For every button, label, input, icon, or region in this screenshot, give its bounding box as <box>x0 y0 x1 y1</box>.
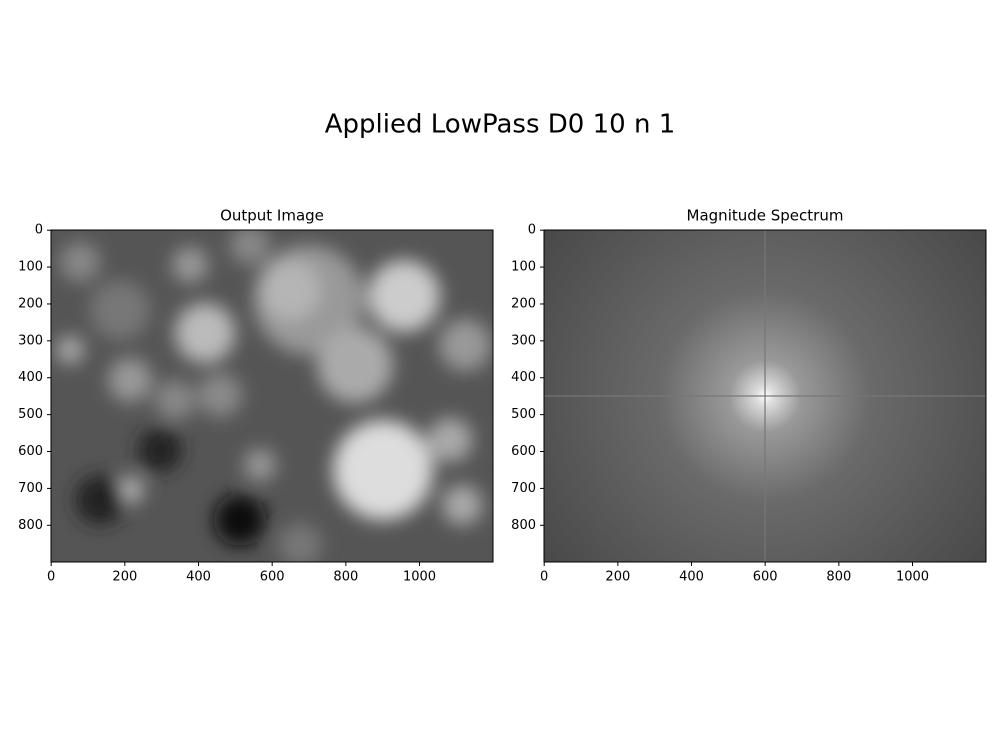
x-tick-label: 1000 <box>403 570 436 585</box>
y-tick-label: 700 <box>18 481 43 496</box>
y-tick-label: 700 <box>511 481 536 496</box>
y-tick-label: 800 <box>511 518 536 533</box>
output-image <box>51 230 493 562</box>
y-tick-label: 100 <box>18 260 43 275</box>
y-tick-label: 300 <box>511 333 536 348</box>
y-tick-label: 400 <box>18 370 43 385</box>
x-tick-label: 800 <box>826 570 851 585</box>
x-tick-label: 200 <box>605 570 630 585</box>
figure-title: Applied LowPass D0 10 n 1 <box>325 110 675 140</box>
magnitude-spectrum <box>544 230 986 562</box>
x-tick-label: 200 <box>112 570 137 585</box>
axes-title: Output Image <box>220 207 324 225</box>
y-tick-label: 0 <box>35 223 43 238</box>
x-tick-label: 0 <box>540 570 548 585</box>
x-tick-label: 800 <box>333 570 358 585</box>
y-tick-label: 200 <box>18 296 43 311</box>
x-tick-label: 1000 <box>896 570 929 585</box>
y-tick-label: 500 <box>511 407 536 422</box>
y-tick-label: 500 <box>18 407 43 422</box>
x-tick-label: 0 <box>47 570 55 585</box>
y-tick-label: 100 <box>511 260 536 275</box>
y-tick-label: 600 <box>18 444 43 459</box>
y-tick-label: 200 <box>511 296 536 311</box>
y-tick-label: 600 <box>511 444 536 459</box>
x-tick-label: 400 <box>186 570 211 585</box>
y-tick-label: 300 <box>18 333 43 348</box>
y-tick-label: 800 <box>18 518 43 533</box>
x-tick-label: 600 <box>260 570 285 585</box>
y-tick-label: 0 <box>528 223 536 238</box>
x-tick-label: 600 <box>753 570 778 585</box>
y-tick-label: 400 <box>511 370 536 385</box>
axes-title: Magnitude Spectrum <box>687 207 844 225</box>
x-tick-label: 400 <box>679 570 704 585</box>
